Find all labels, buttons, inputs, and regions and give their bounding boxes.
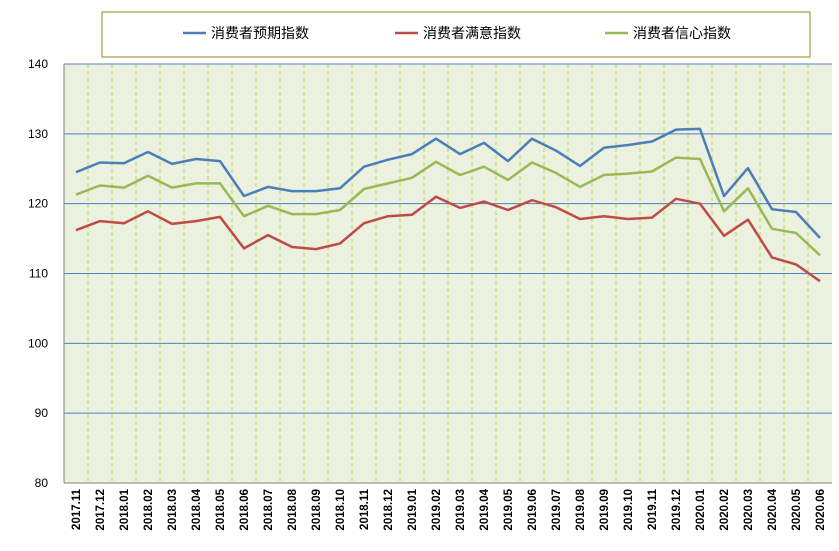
- x-tick-label: 2018.12: [383, 489, 395, 531]
- y-tick-label: 100: [28, 336, 48, 350]
- series-line-3: [75, 156, 821, 257]
- x-tick-label: 2019.05: [503, 488, 515, 530]
- x-tick-label: 2019.02: [431, 489, 443, 531]
- x-tick-label: 2018.10: [335, 489, 347, 531]
- x-tick-label: 2018.05: [215, 488, 227, 530]
- x-tick-label: 2017.11: [71, 488, 83, 530]
- y-tick-label: 140: [28, 57, 48, 71]
- x-tick-label: 2020.01: [695, 488, 707, 530]
- x-tick-label: 2019.07: [551, 489, 563, 531]
- legend-label: 消费者满意指数: [423, 25, 521, 42]
- x-tick-label: 2019.04: [479, 488, 491, 530]
- x-tick-label: 2018.07: [263, 489, 275, 531]
- x-tick-label: 2018.04: [191, 488, 203, 530]
- y-tick-label: 80: [35, 476, 49, 490]
- series-line-2: [75, 195, 821, 283]
- y-tick-label: 110: [29, 267, 48, 281]
- x-tick-label: 2019.03: [455, 489, 467, 531]
- x-tick-label: 2018.01: [119, 488, 131, 530]
- x-tick-label: 2018.09: [311, 489, 323, 531]
- legend-box: [101, 11, 811, 58]
- horizontal-gridlines: [63, 63, 832, 484]
- legend-label: 消费者预期指数: [211, 26, 309, 42]
- x-tick-label: 2019.08: [575, 488, 587, 530]
- x-tick-label: 2019.11: [647, 488, 659, 530]
- x-tick-label: 2019.06: [527, 489, 539, 531]
- y-axis-ticks: 80 90 100 110 120 130 140: [28, 57, 48, 490]
- series-lines: [75, 127, 821, 283]
- x-tick-label: 2020.02: [719, 489, 731, 531]
- x-tick-label: 2018.02: [143, 489, 155, 531]
- x-tick-label: 2019.01: [407, 488, 419, 530]
- legend: 消费者预期指数 消费者满意指数 消费者信心指数: [101, 11, 811, 58]
- x-tick-label: 2020.04: [767, 488, 779, 530]
- x-tick-label: 2020.06: [815, 489, 827, 531]
- x-tick-label: 2018.03: [167, 489, 179, 531]
- x-tick-label: 2020.03: [743, 489, 755, 531]
- y-tick-label: 120: [28, 197, 48, 211]
- y-tick-label: 130: [28, 127, 48, 141]
- y-tick-label: 90: [35, 406, 49, 420]
- x-tick-label: 2020.05: [791, 488, 803, 530]
- x-tick-label: 2017.12: [95, 489, 107, 531]
- x-tick-label: 2018.11: [359, 488, 371, 530]
- series-line-1: [75, 127, 821, 239]
- x-tick-label: 2018.08: [287, 488, 299, 530]
- legend-label: 消费者信心指数: [633, 26, 731, 42]
- x-tick-label: 2019.10: [623, 489, 635, 531]
- x-tick-label: 2019.09: [599, 489, 611, 531]
- x-tick-label: 2019.12: [671, 489, 683, 531]
- x-axis-ticks: 2017.11 2017.12 2018.01 2018.02 2018.03 2018.…: [71, 488, 827, 530]
- x-tick-label: 2018.06: [239, 489, 251, 531]
